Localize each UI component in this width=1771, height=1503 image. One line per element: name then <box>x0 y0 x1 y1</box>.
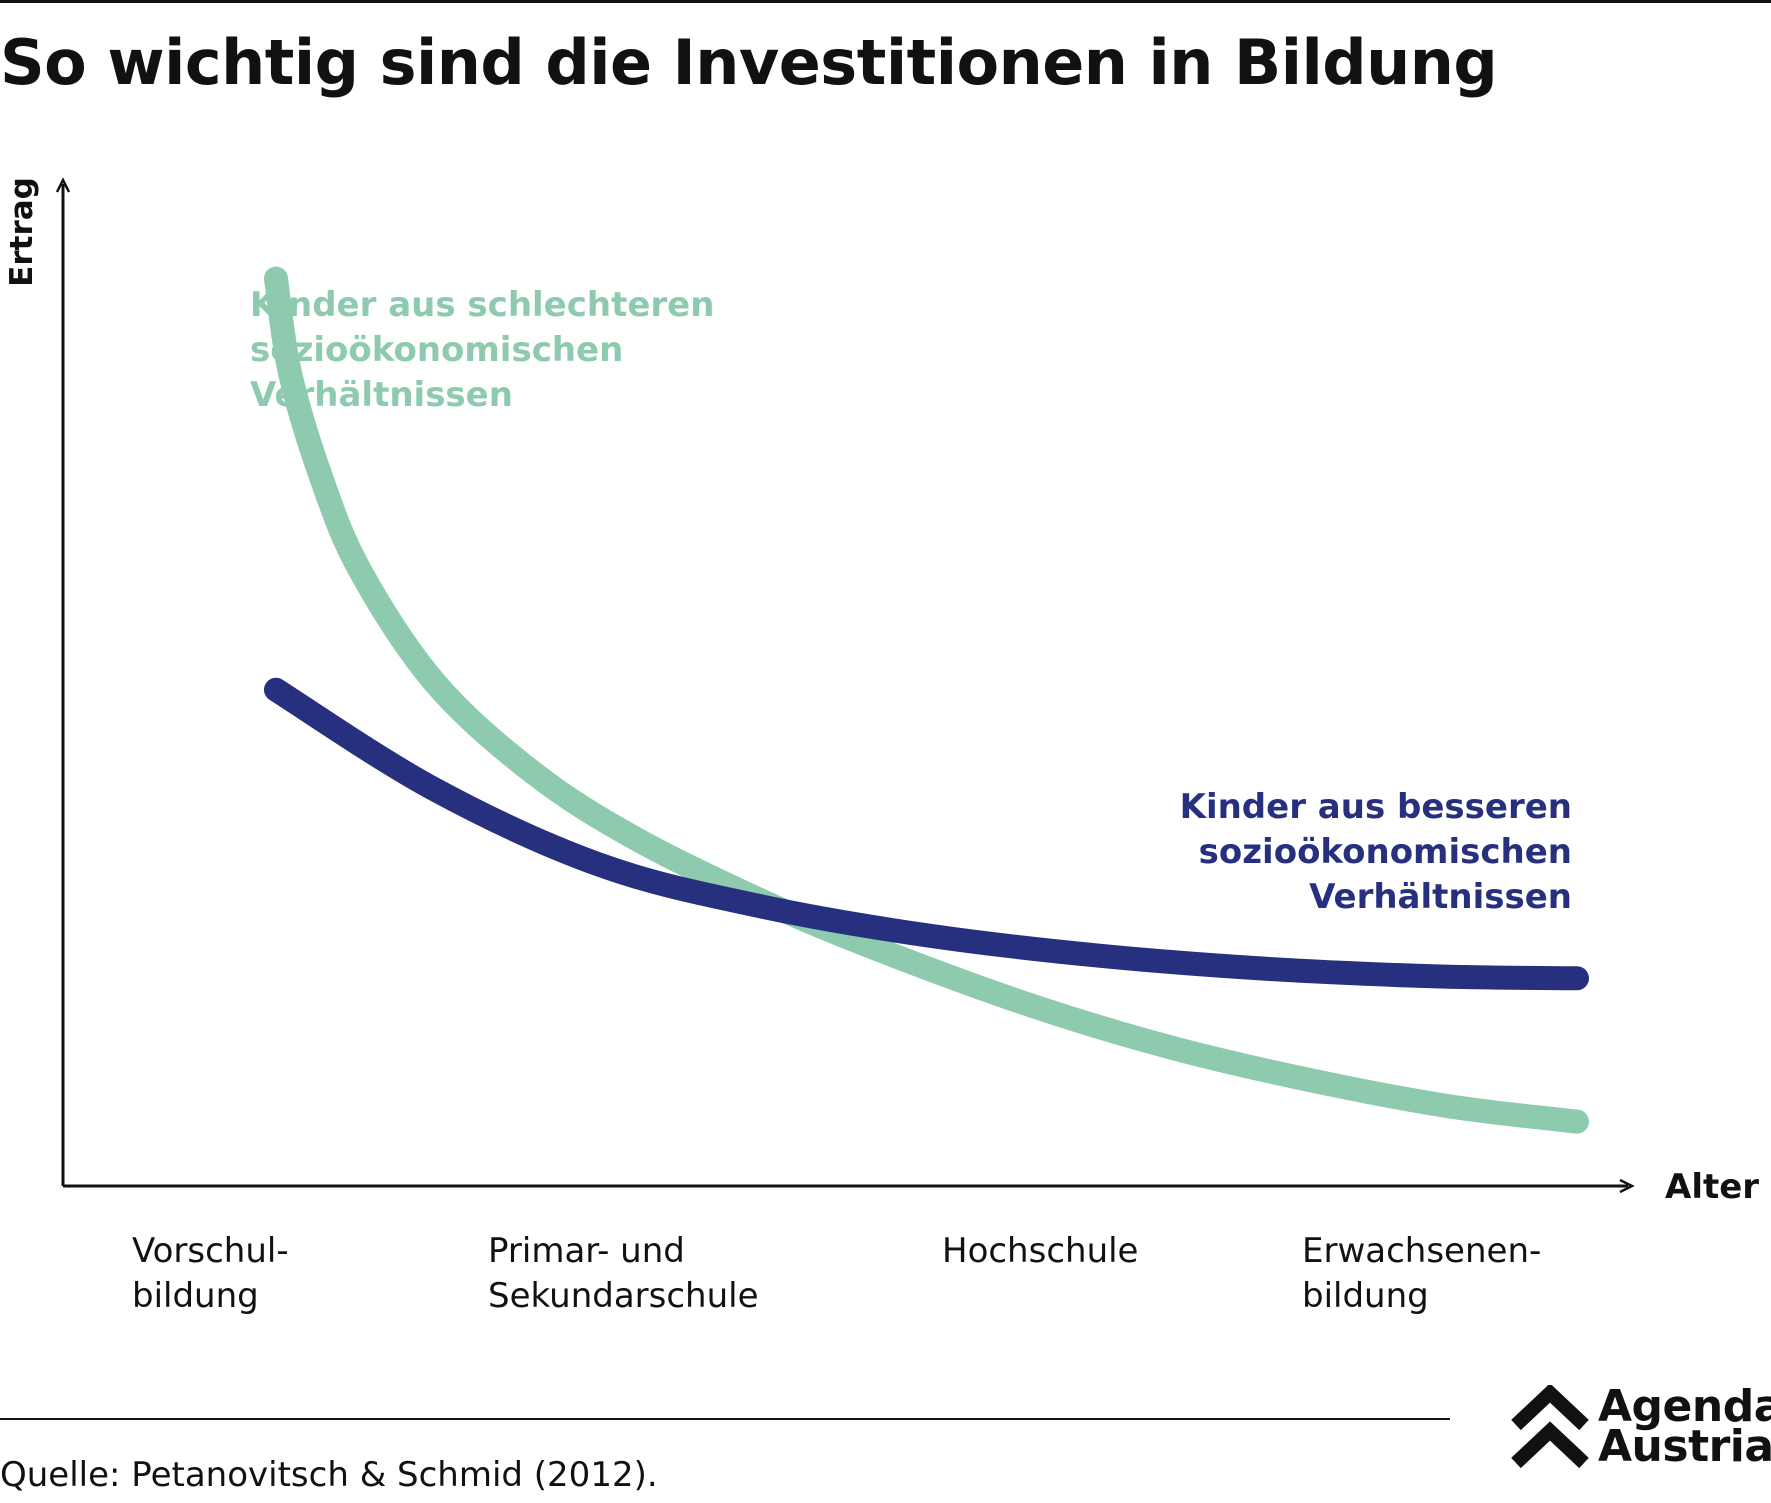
chart-title: So wichtig sind die Investitionen in Bil… <box>0 26 1498 99</box>
x-tick-label: Primar- und Sekundarschule <box>488 1231 759 1316</box>
series-label-besser-line: Verhältnissen <box>1309 877 1572 917</box>
x-tick-label-line: Hochschule <box>942 1231 1138 1271</box>
series-label-besser-line: Kinder aus besseren <box>1180 787 1572 827</box>
x-tick-label-line: Erwachsenen- <box>1302 1231 1541 1271</box>
x-tick-label: Vorschul-bildung <box>132 1231 289 1316</box>
x-tick-label-line: Vorschul- <box>132 1231 289 1271</box>
series-label-schlechter-line: Verhältnissen <box>250 375 513 415</box>
logo-wordmark: Agenda Austria <box>1598 1381 1771 1472</box>
logo-line-2: Austria <box>1598 1421 1771 1472</box>
x-tick-label-line: Primar- und <box>488 1231 685 1271</box>
y-axis-arrow <box>55 177 71 193</box>
x-tick-label-line: bildung <box>132 1276 259 1316</box>
y-axis-label: Ertrag <box>4 177 40 287</box>
x-tick-label: Hochschule <box>942 1231 1138 1271</box>
agenda-austria-logo: Agenda Austria <box>1510 1385 1771 1495</box>
double-chevron-up-icon <box>1511 1385 1589 1469</box>
top-rule <box>0 0 1771 3</box>
series-label-schlechter-line: sozioökonomischen <box>250 330 623 370</box>
logo-line-1: Agenda <box>1598 1381 1771 1432</box>
series-label-schlechter: Kinder aus schlechteren sozioökonomischen… <box>250 285 714 415</box>
series-label-schlechter-line: Kinder aus schlechteren <box>250 285 714 325</box>
source-note: Quelle: Petanovitsch & Schmid (2012). <box>0 1455 658 1495</box>
series-label-besser: Kinder aus besseren sozioökonomischen Verh… <box>1180 787 1572 917</box>
series-label-besser-line: sozioökonomischen <box>1199 832 1572 872</box>
x-axis-arrow <box>1619 1178 1635 1194</box>
series-line-besser <box>263 677 1589 991</box>
line-chart: Ertrag Alter Vorschul-bildung Primar- und Se… <box>4 177 1759 1316</box>
x-tick-label-line: Sekundarschule <box>488 1276 759 1316</box>
bottom-rule <box>0 1418 1450 1420</box>
x-tick-label-line: bildung <box>1302 1276 1429 1316</box>
x-axis-label: Alter <box>1665 1167 1759 1207</box>
x-tick-label: Erwachsenen-bildung <box>1302 1231 1541 1316</box>
